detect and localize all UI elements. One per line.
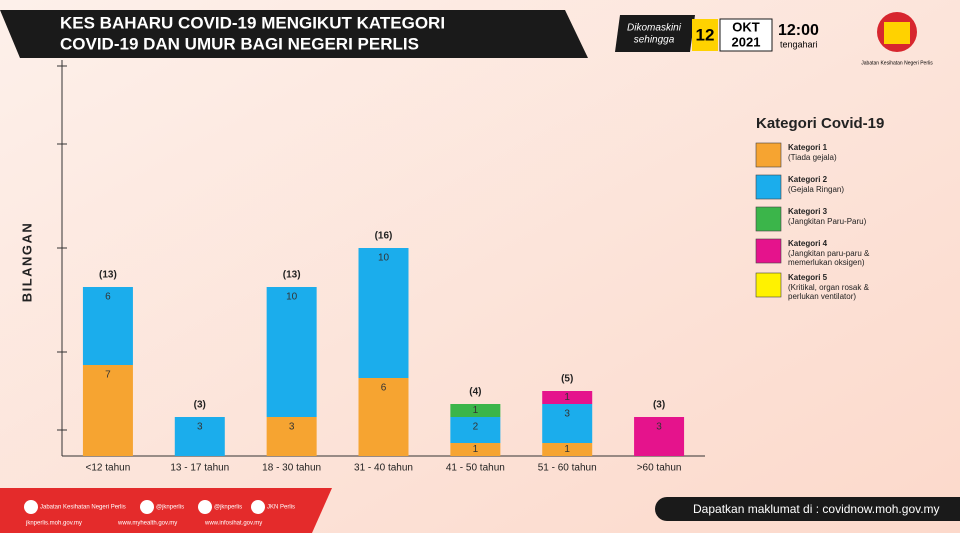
total-label: (3) bbox=[194, 400, 206, 411]
legend-name: Kategori 2 bbox=[788, 175, 828, 184]
updated-label: sehingga bbox=[634, 35, 675, 46]
bar-segment bbox=[634, 417, 685, 456]
x-tick-label: <12 tahun bbox=[86, 463, 131, 474]
plot: 7 6 (13) <12 tahun 3 (3) 13 - 17 tahun 3 10 (13) 1… bbox=[57, 60, 705, 474]
legend: Kategori 1(Tiada gejala) Kategori 2(Gejal… bbox=[755, 142, 870, 301]
bar-segment bbox=[450, 443, 501, 456]
social-handle: Jabatan Kesihatan Negeri Perlis bbox=[40, 505, 126, 511]
legend-name: Kategori 5 bbox=[788, 273, 828, 282]
x-tick-label: 41 - 50 tahun bbox=[446, 463, 505, 474]
value-label: 6 bbox=[381, 383, 387, 394]
legend-title: Kategori Covid-19 bbox=[756, 115, 884, 132]
social-handle: @jknperlis bbox=[156, 505, 184, 511]
x-tick-label: 18 - 30 tahun bbox=[262, 463, 321, 474]
link: jknperlis.moh.gov.my bbox=[25, 521, 82, 527]
bar-segment bbox=[82, 365, 133, 456]
total-label: (13) bbox=[283, 270, 301, 281]
social-handle: JKN Perlis bbox=[267, 505, 295, 511]
value-label: 1 bbox=[473, 405, 479, 416]
bar-segment bbox=[542, 391, 593, 404]
total-label: (3) bbox=[653, 400, 665, 411]
total-label: (5) bbox=[561, 374, 573, 385]
month-box bbox=[719, 18, 773, 52]
title-line: COVID-19 DAN UMUR BAGI NEGERI PERLIS bbox=[60, 34, 419, 53]
time-period: tengahari bbox=[780, 39, 818, 49]
value-label: 1 bbox=[564, 392, 570, 403]
x-tick-label: >60 tahun bbox=[637, 463, 682, 474]
bar-segment bbox=[358, 248, 409, 378]
time: 12:00 bbox=[778, 22, 819, 39]
bar-segment bbox=[542, 404, 593, 443]
x-tick-label: 13 - 17 tahun bbox=[170, 463, 229, 474]
total-label: (16) bbox=[375, 231, 393, 242]
bar-segment bbox=[450, 404, 501, 417]
link: www.infosihat.gov.my bbox=[204, 521, 262, 527]
legend-desc: memerlukan oksigen) bbox=[788, 258, 865, 267]
total-label: (13) bbox=[99, 270, 117, 281]
legend-swatch bbox=[755, 238, 782, 264]
bar-segment bbox=[82, 287, 133, 365]
date-label-box bbox=[615, 15, 695, 52]
bar-segment bbox=[450, 417, 501, 443]
legend-swatch bbox=[755, 174, 782, 200]
value-label: 10 bbox=[378, 253, 390, 264]
bar-segment bbox=[266, 417, 317, 456]
title-line: KES BAHARU COVID-19 MENGIKUT KATEGORI bbox=[60, 13, 445, 32]
legend-desc: perlukan ventilator) bbox=[788, 292, 856, 301]
icon-twitter bbox=[140, 500, 154, 514]
day: 12 bbox=[696, 25, 715, 44]
x-tick-label: 51 - 60 tahun bbox=[538, 463, 597, 474]
value-label: 1 bbox=[473, 444, 479, 455]
legend-name: Kategori 3 bbox=[788, 207, 828, 216]
value-label: 3 bbox=[564, 409, 570, 420]
bar-segment bbox=[542, 443, 593, 456]
icon-facebook bbox=[24, 500, 38, 514]
bar-segment bbox=[358, 378, 409, 456]
value-label: 3 bbox=[289, 422, 295, 433]
value-label: 2 bbox=[473, 422, 479, 433]
agency: Jabatan Kesihatan Negeri Perlis bbox=[861, 60, 933, 66]
legend-name: Kategori 1 bbox=[788, 143, 828, 152]
info-pill bbox=[655, 497, 960, 521]
bar-segment bbox=[174, 417, 225, 456]
legend-desc: (Jangkitan paru-paru & bbox=[788, 249, 870, 258]
legend-desc: (Gejala Ringan) bbox=[788, 185, 844, 194]
legend-swatch bbox=[755, 272, 782, 298]
month: OKT bbox=[732, 19, 760, 34]
value-label: 1 bbox=[564, 444, 570, 455]
x-tick-label: 31 - 40 tahun bbox=[354, 463, 413, 474]
logo-shield bbox=[884, 22, 910, 44]
legend-desc: (Tiada gejala) bbox=[788, 153, 837, 162]
updated-label: Dikomaskini bbox=[627, 23, 682, 34]
icon-instagram bbox=[198, 500, 212, 514]
value-label: 3 bbox=[197, 422, 203, 433]
value-label: 6 bbox=[105, 292, 111, 303]
legend-desc: (Kritikal, organ rosak & bbox=[788, 283, 870, 292]
day-box bbox=[692, 19, 718, 51]
title-banner bbox=[0, 10, 588, 58]
y-axis-label: BILANGAN bbox=[19, 222, 34, 303]
total-label: (4) bbox=[469, 387, 481, 398]
footer-social-banner bbox=[0, 488, 332, 533]
value-label: 10 bbox=[286, 292, 298, 303]
bar-segment bbox=[266, 287, 317, 417]
info-text: Dapatkan maklumat di : covidnow.moh.gov.… bbox=[693, 502, 940, 516]
legend-desc: (Jangkitan Paru-Paru) bbox=[788, 217, 867, 226]
legend-swatch bbox=[755, 142, 782, 168]
social-row: Jabatan Kesihatan Negeri Perlis @jknperl… bbox=[24, 500, 295, 527]
year: 2021 bbox=[732, 34, 761, 49]
social-handle: @jknperlis bbox=[214, 505, 242, 511]
legend-name: Kategori 4 bbox=[788, 239, 828, 248]
icon-youtube bbox=[251, 500, 265, 514]
legend-swatch bbox=[755, 206, 782, 232]
link: www.myhealth.gov.my bbox=[117, 521, 177, 527]
value-label: 3 bbox=[656, 422, 662, 433]
value-label: 7 bbox=[105, 370, 111, 381]
